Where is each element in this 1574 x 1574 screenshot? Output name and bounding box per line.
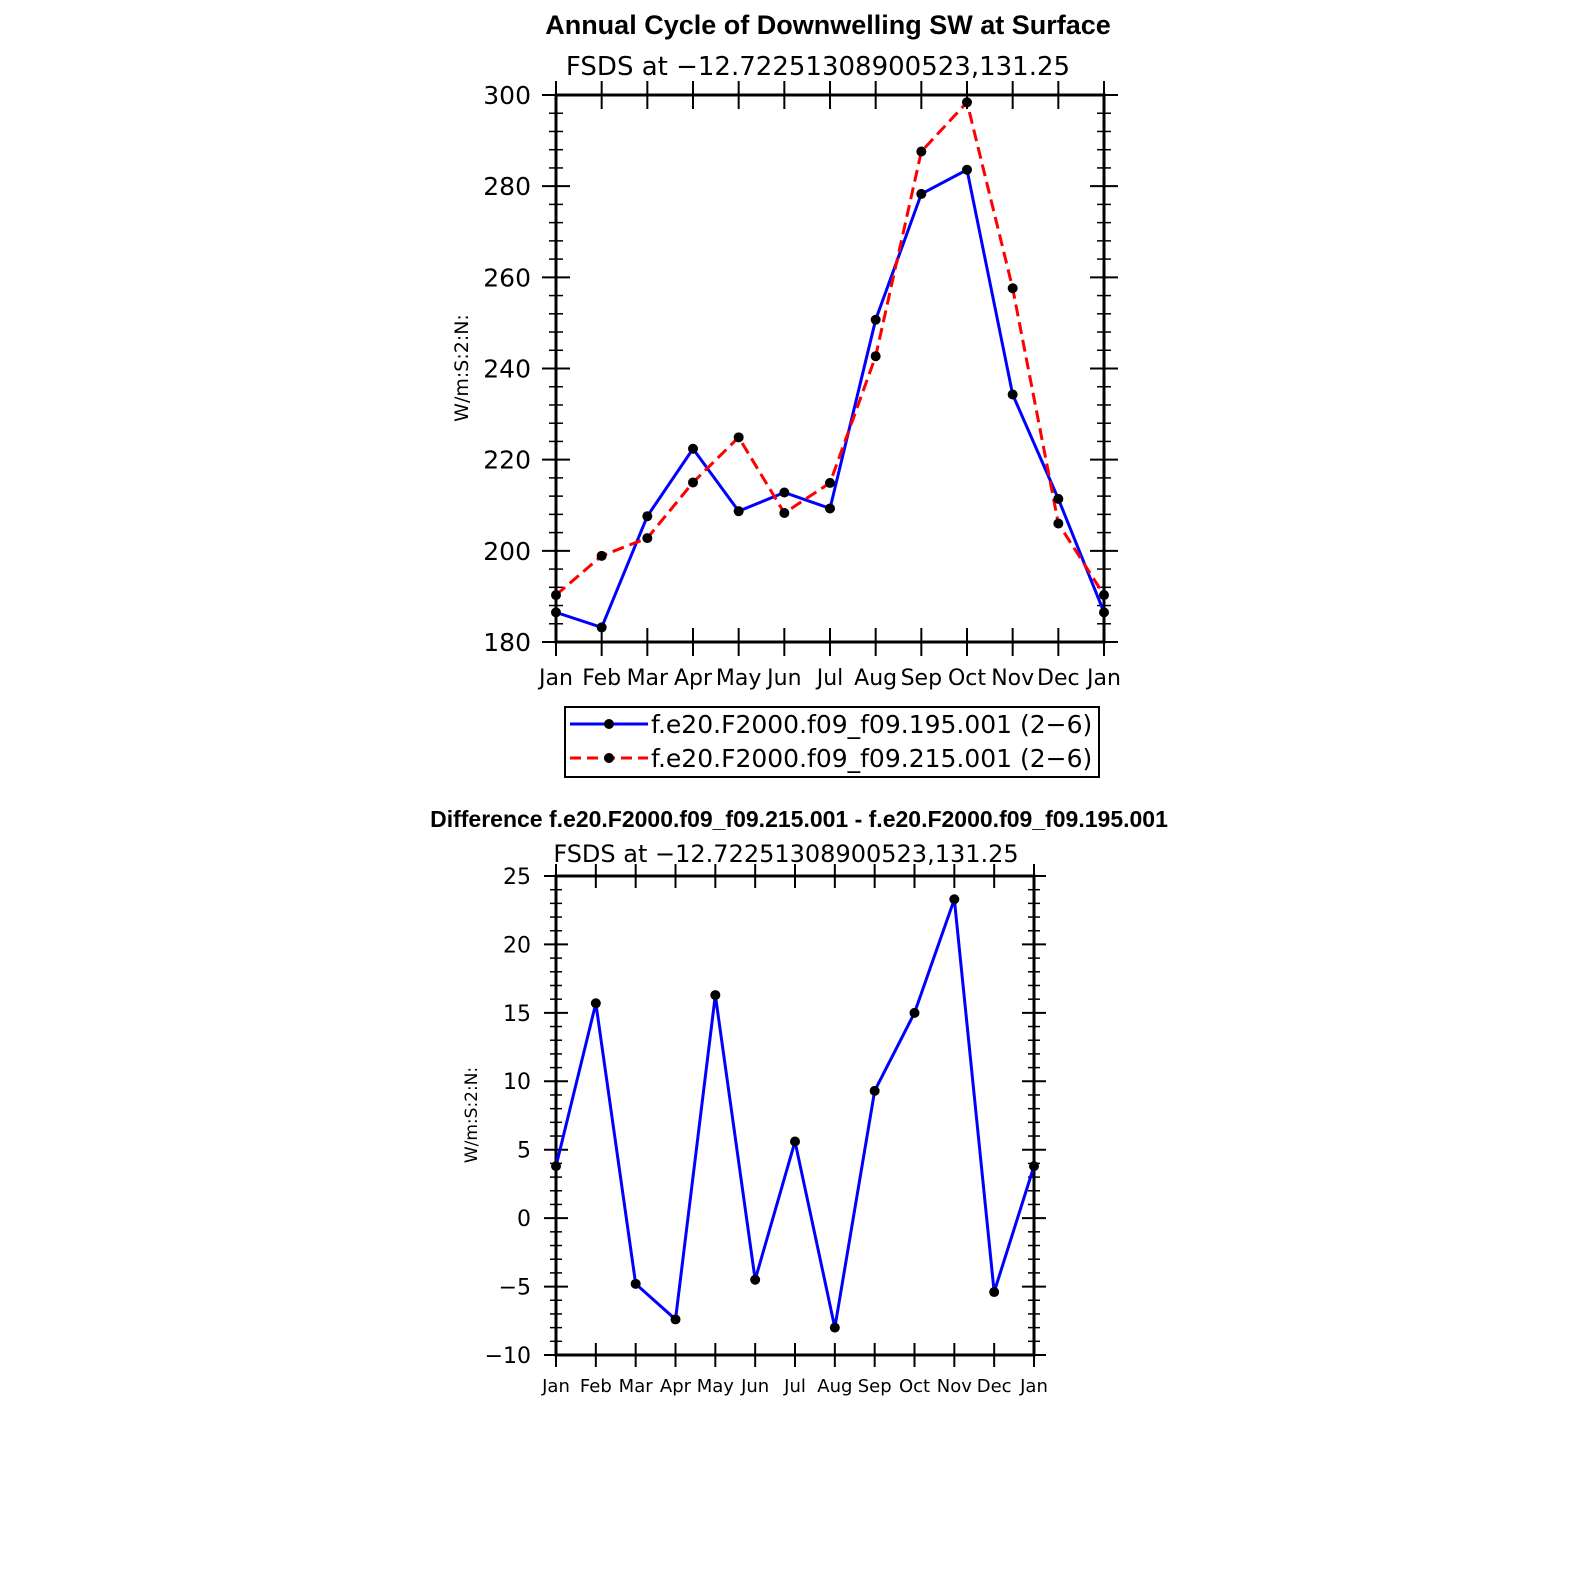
data-point-series-2: [870, 351, 881, 362]
data-point-series-1: [670, 1314, 681, 1325]
data-point-series-1: [869, 1085, 880, 1096]
chart-subtitle: FSDS at −12.72251308900523,131.25: [553, 840, 1018, 868]
data-point-series-1: [962, 164, 972, 175]
data-point-series-2: [779, 507, 790, 518]
data-point-series-2: [551, 590, 561, 601]
data-point-series-1: [733, 506, 744, 517]
data-point-series-1: [825, 503, 835, 514]
x-tick-label: Jan: [541, 1376, 570, 1397]
x-tick-label: Jul: [815, 666, 844, 691]
x-tick-label: Dec: [1037, 666, 1080, 691]
x-tick-label: Jun: [765, 666, 801, 691]
data-point-series-1: [590, 998, 601, 1009]
data-point-series-2: [825, 477, 835, 488]
x-tick-label: Feb: [582, 666, 621, 691]
data-point-series-1: [710, 990, 721, 1001]
legend-label-series-1: f.e20.F2000.f09_f09.195.001 (2−6): [651, 710, 1092, 739]
data-point-series-1: [551, 1161, 561, 1172]
y-tick-label: 5: [517, 1139, 531, 1164]
chart-title: Annual Cycle of Downwelling SW at Surfac…: [545, 10, 1111, 40]
data-point-series-1: [1029, 1161, 1039, 1172]
x-tick-label: Oct: [948, 666, 986, 691]
data-point-series-2: [1053, 518, 1064, 529]
x-tick-label: Nov: [991, 666, 1034, 691]
y-tick-label: 10: [503, 1070, 531, 1095]
x-tick-label: May: [716, 666, 761, 691]
y-tick-label: 260: [483, 263, 531, 292]
x-tick-label: Jan: [1019, 1376, 1048, 1397]
data-point-series-2: [916, 146, 927, 157]
y-tick-label: −5: [499, 1275, 531, 1300]
x-tick-label: Feb: [580, 1376, 612, 1397]
y-tick-label: 25: [503, 865, 531, 890]
data-point-series-1: [989, 1287, 1000, 1298]
data-point-series-1: [779, 487, 790, 498]
chart-subtitle: FSDS at −12.72251308900523,131.25: [566, 52, 1070, 82]
y-tick-label: 15: [503, 1002, 531, 1027]
y-tick-label: 180: [483, 628, 531, 657]
x-tick-label: Nov: [937, 1376, 972, 1397]
plot-area: 180 200 220 240 260 280 300 Jan Feb Mar Apr May Jun J…: [483, 81, 1121, 691]
x-tick-label: Apr: [660, 1376, 692, 1397]
data-point-series-1: [949, 894, 960, 905]
legend-box: [564, 706, 1100, 778]
y-tick-label: 220: [483, 446, 531, 475]
data-point-series-1: [916, 188, 927, 199]
y-axis-label: W/m:S:2:N:: [462, 1067, 482, 1163]
data-point-series-1: [551, 607, 561, 618]
y-tick-label: 20: [503, 933, 531, 958]
data-point-series-2: [596, 550, 607, 561]
plot-area: −10 −5 0 5 10 15 20 25 Jan Feb Mar Apr May Jun Jul Aug S…: [485, 864, 1048, 1397]
legend-label-series-2: f.e20.F2000.f09_f09.215.001 (2−6): [651, 744, 1092, 773]
y-tick-label: 200: [483, 537, 531, 566]
data-point-series-2: [642, 533, 653, 544]
x-tick-label: Mar: [619, 1376, 654, 1397]
x-tick-label: May: [697, 1376, 735, 1397]
difference-chart: Difference f.e20.F2000.f09_f09.215.001 -…: [430, 806, 1168, 1397]
y-tick-label: 280: [483, 172, 531, 201]
y-tick-label: 300: [483, 81, 531, 110]
y-tick-label: 240: [483, 355, 531, 384]
data-point-series-1: [1007, 389, 1018, 400]
data-point-series-1: [750, 1274, 761, 1285]
data-point-series-2: [1099, 590, 1109, 601]
data-point-series-1: [790, 1136, 800, 1147]
x-tick-label: Aug: [817, 1376, 852, 1397]
x-tick-label: Apr: [674, 666, 713, 691]
data-point-series-2: [733, 432, 744, 443]
x-tick-label: Jan: [1085, 666, 1121, 691]
y-tick-label: 0: [517, 1207, 531, 1232]
x-tick-label: Jul: [783, 1376, 806, 1397]
x-tick-label: Sep: [858, 1376, 892, 1397]
y-axis-label: W/m:S:2:N:: [451, 314, 473, 422]
legend-marker-series-2: [604, 753, 614, 763]
data-point-series-1: [829, 1322, 840, 1333]
y-tick-label: −10: [485, 1344, 531, 1369]
data-point-series-1: [870, 314, 881, 325]
x-tick-label: Jan: [537, 666, 573, 691]
annual-cycle-chart: Annual Cycle of Downwelling SW at Surfac…: [451, 10, 1121, 778]
data-point-series-1: [642, 511, 653, 522]
legend-marker-series-1: [604, 719, 614, 729]
data-point-series-2: [688, 477, 698, 488]
data-point-series-1: [596, 622, 607, 633]
x-tick-label: Jun: [740, 1376, 769, 1397]
x-tick-label: Mar: [627, 666, 669, 691]
x-tick-label: Dec: [977, 1376, 1012, 1397]
x-tick-label: Sep: [901, 666, 942, 691]
data-point-series-2: [962, 97, 972, 108]
data-point-series-2: [1007, 283, 1018, 294]
chart-title: Difference f.e20.F2000.f09_f09.215.001 -…: [430, 806, 1168, 832]
data-point-series-1: [909, 1007, 920, 1018]
x-tick-label: Oct: [899, 1376, 930, 1397]
data-point-series-1: [688, 443, 698, 454]
x-tick-label: Aug: [854, 666, 897, 691]
legend: f.e20.F2000.f09_f09.195.001 (2−6) f.e20.…: [564, 706, 1100, 778]
data-point-series-1: [1053, 493, 1064, 504]
data-point-series-1: [1099, 607, 1109, 618]
data-point-series-1: [630, 1278, 641, 1289]
